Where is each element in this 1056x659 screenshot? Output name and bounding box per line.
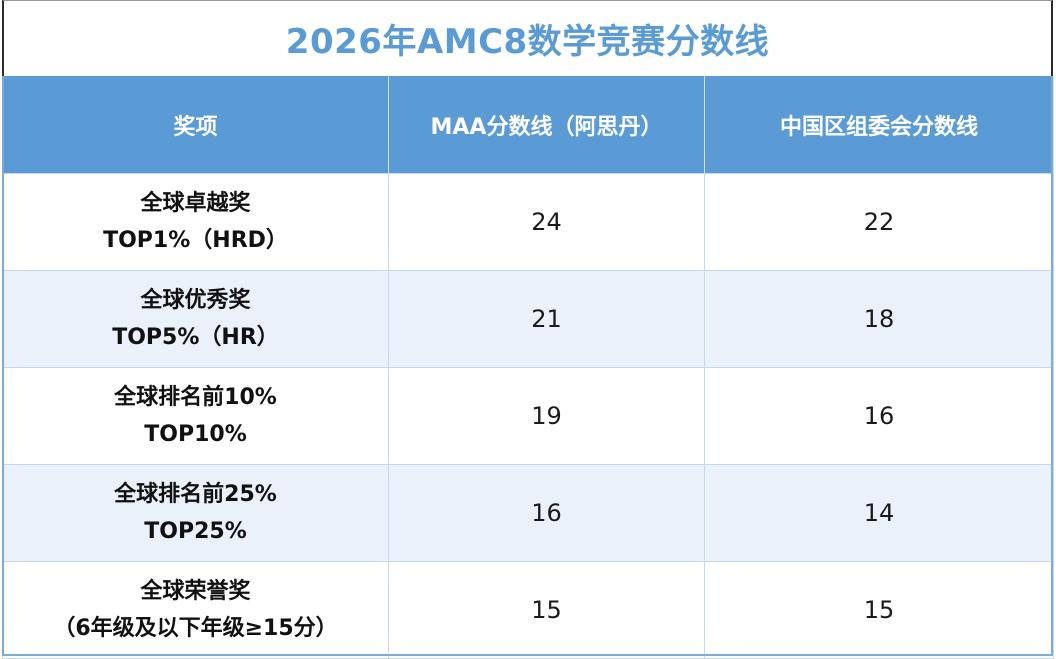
award-cell: 全球荣誉奖 （6年级及以下年级≥15分）: [2, 561, 389, 659]
table-row: 全球荣誉奖 （6年级及以下年级≥15分） 15 15: [2, 561, 1054, 659]
table-row: 全球排名前10% TOP10% 19 16: [2, 367, 1054, 465]
header-maa-score: MAA分数线（阿思丹）: [388, 76, 705, 174]
china-score-cell: 15: [704, 561, 1054, 659]
maa-score-cell: 19: [388, 367, 705, 465]
award-cell: 全球排名前10% TOP10%: [2, 367, 389, 465]
china-score-cell: 22: [704, 173, 1054, 271]
score-table: 奖项 MAA分数线（阿思丹） 中国区组委会分数线 全球卓越奖 TOP1%（HRD…: [2, 76, 1054, 659]
table-row: 全球优秀奖 TOP5%（HR） 21 18: [2, 270, 1054, 368]
table-row: 全球排名前25% TOP25% 16 14: [2, 464, 1054, 562]
award-name: 全球排名前25%: [114, 482, 277, 507]
table-row: 全球卓越奖 TOP1%（HRD） 24 22: [2, 173, 1054, 271]
award-cell: 全球优秀奖 TOP5%（HR）: [2, 270, 389, 368]
award-cell: 全球卓越奖 TOP1%（HRD）: [2, 173, 389, 271]
award-criteria: TOP5%（HR）: [112, 325, 279, 350]
maa-score-cell: 21: [388, 270, 705, 368]
maa-score-cell: 24: [388, 173, 705, 271]
header-award: 奖项: [2, 76, 389, 174]
award-name: 全球优秀奖: [140, 288, 251, 313]
award-name: 全球卓越奖: [140, 191, 251, 216]
china-score-cell: 18: [704, 270, 1054, 368]
china-score-cell: 14: [704, 464, 1054, 562]
table-header-row: 奖项 MAA分数线（阿思丹） 中国区组委会分数线: [2, 76, 1054, 174]
award-criteria: （6年级及以下年级≥15分）: [53, 616, 338, 641]
maa-score-cell: 16: [388, 464, 705, 562]
title-bar: 2026年AMC8数学竞赛分数线: [2, 0, 1053, 76]
china-score-cell: 16: [704, 367, 1054, 465]
award-name: 全球荣誉奖: [140, 579, 251, 604]
award-criteria: TOP1%（HRD）: [103, 228, 288, 253]
page-title: 2026年AMC8数学竞赛分数线: [285, 22, 770, 62]
maa-score-cell: 15: [388, 561, 705, 659]
header-china-score: 中国区组委会分数线: [704, 76, 1054, 174]
award-criteria: TOP10%: [144, 422, 247, 447]
award-cell: 全球排名前25% TOP25%: [2, 464, 389, 562]
award-criteria: TOP25%: [144, 519, 247, 544]
award-name: 全球排名前10%: [114, 385, 277, 410]
